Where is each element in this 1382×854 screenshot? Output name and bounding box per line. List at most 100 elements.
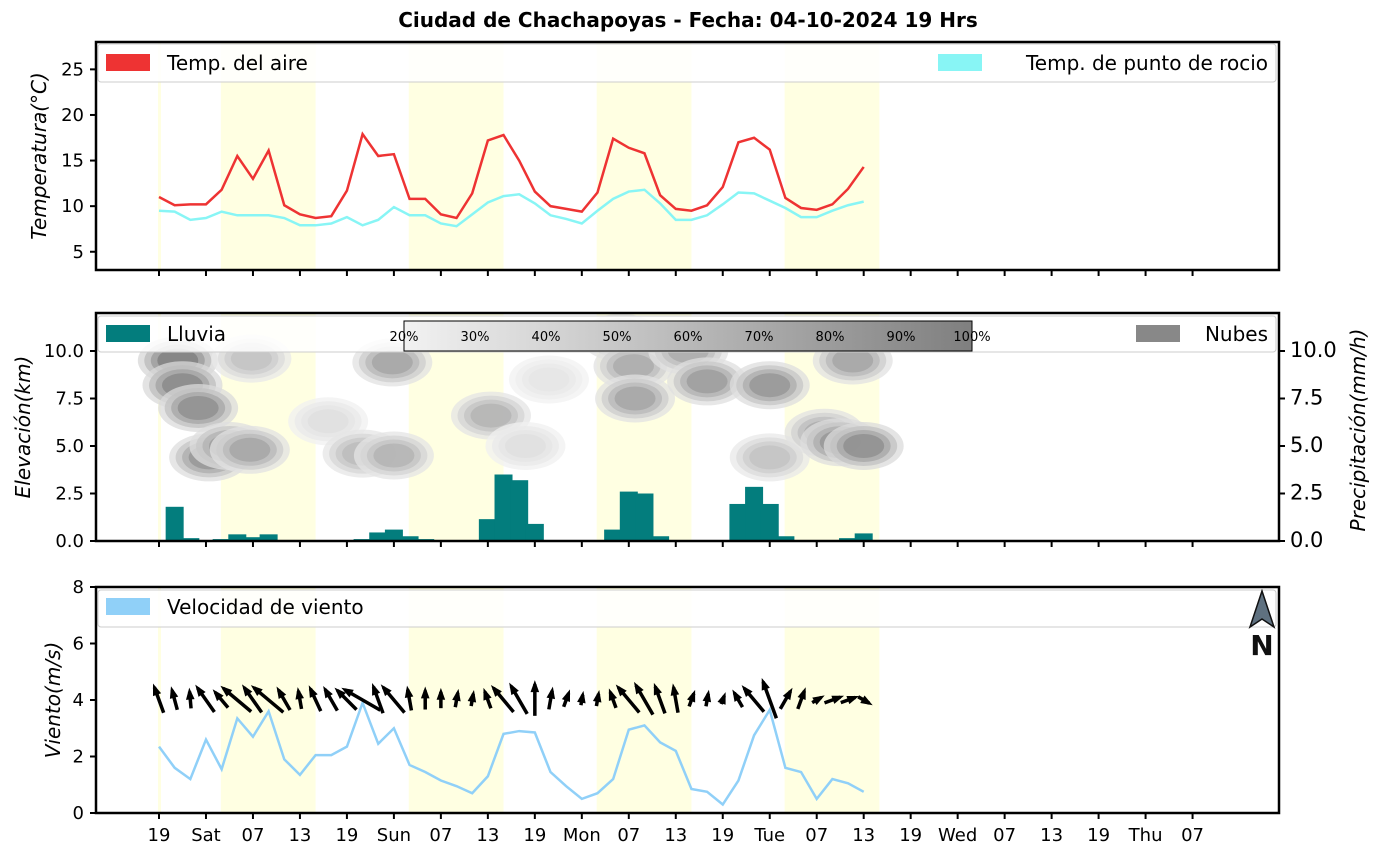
wind-arrow xyxy=(185,687,195,709)
wind-arrows xyxy=(152,677,873,719)
y-tick-label: 6 xyxy=(73,634,84,655)
x-tick-label: 07 xyxy=(242,825,265,846)
wind-arrow xyxy=(857,695,873,706)
colorbar-label: 20% xyxy=(390,330,419,345)
colorbar-label: 50% xyxy=(603,330,632,345)
wind-arrow xyxy=(169,686,179,711)
legend-swatch-clouds xyxy=(1136,325,1180,342)
y-tick-label: 7.5 xyxy=(1290,386,1323,410)
dew-point-line xyxy=(158,188,864,228)
x-tick-label: Tue xyxy=(753,825,785,846)
y-tick-label: 0 xyxy=(73,803,84,824)
rain-bar xyxy=(494,474,513,541)
legend-label-air-temp: Temp. del aire xyxy=(166,51,308,75)
rain-bar xyxy=(651,536,670,541)
cloud-contour xyxy=(528,367,570,392)
wind-arrow xyxy=(380,684,406,714)
wind-arrow xyxy=(778,687,793,710)
x-tick-label: 13 xyxy=(1040,825,1063,846)
wind-arrow xyxy=(490,684,515,714)
cloud-contour xyxy=(371,350,413,375)
x-tick-label: Sat xyxy=(191,825,221,846)
cloud-contour xyxy=(307,409,349,434)
x-tick-label: Sun xyxy=(377,825,411,846)
x-tick-label: 07 xyxy=(805,825,828,846)
wind-arrow xyxy=(195,684,216,714)
cloud-contour xyxy=(230,346,272,371)
colorbar-labels: 20% 30% 40% 50% 60% 70% 80% 90% 100% xyxy=(390,330,991,345)
rain-bar xyxy=(510,480,529,541)
cloud-contour xyxy=(504,434,546,458)
x-tick-label: Mon xyxy=(563,825,601,846)
x-tick-label: 13 xyxy=(288,825,311,846)
legend-label-rain: Lluvia xyxy=(167,322,226,346)
wind-arrow xyxy=(687,689,696,708)
cloud-contour xyxy=(686,369,728,394)
temperature-yticks: 5 10 15 20 25 xyxy=(61,59,96,263)
x-tick-label: 13 xyxy=(476,825,499,846)
rain-bar xyxy=(635,493,654,541)
legend-swatch-dew-point xyxy=(938,54,982,71)
legend-swatch-rain xyxy=(106,325,150,342)
wind-arrow xyxy=(761,677,779,719)
rain-bar xyxy=(259,534,278,541)
y-tick-label: 10.0 xyxy=(1290,338,1337,362)
colorbar-label: 40% xyxy=(532,330,561,345)
daylight-band xyxy=(158,313,161,541)
cloud-contour xyxy=(832,348,874,373)
y-tick-label: 10 xyxy=(61,196,84,217)
y-tick-label: 8 xyxy=(73,577,84,598)
wind-arrow xyxy=(741,685,766,713)
y-tick-label: 10.0 xyxy=(44,341,84,362)
rain-bar xyxy=(165,506,184,541)
wind-yticks: 0 2 4 6 8 xyxy=(73,577,96,824)
wind-arrow xyxy=(796,687,806,710)
rain-bar xyxy=(745,486,764,541)
precipitation-frame xyxy=(94,311,1281,543)
wind-series xyxy=(157,699,865,807)
y-tick-label: 2.5 xyxy=(55,484,84,505)
wind-arrow xyxy=(732,689,745,708)
colorbar-label: 70% xyxy=(745,330,774,345)
x-tick-label: 07 xyxy=(617,825,640,846)
x-tick-label: 07 xyxy=(993,825,1016,846)
wind-arrow xyxy=(276,686,292,711)
rain-bar xyxy=(854,533,873,541)
wind-arrow xyxy=(371,683,385,714)
rain-bar xyxy=(243,537,262,541)
legend-swatch-air-temp xyxy=(106,54,150,71)
wind-arrow xyxy=(334,687,358,711)
wind-arrow xyxy=(404,685,414,711)
wind-legend: Velocidad de viento xyxy=(97,589,1277,628)
rain-bar xyxy=(604,529,623,541)
y-tick-label: 20 xyxy=(61,105,84,126)
rain-bar xyxy=(525,523,544,541)
wind-arrow xyxy=(341,687,382,712)
north-arrow-icon xyxy=(1248,588,1276,629)
air-temp-line xyxy=(158,131,865,220)
rain-bar xyxy=(369,532,388,541)
y-tick-label: 5 xyxy=(73,242,84,263)
x-tick-label: 19 xyxy=(335,825,358,846)
wind-arrow xyxy=(546,686,556,710)
wind-speed-line xyxy=(157,699,865,807)
wind-arrow xyxy=(702,689,712,707)
y-tick-label: 15 xyxy=(61,151,84,172)
cloud-colorbar xyxy=(403,320,973,352)
north-arrow: N xyxy=(1248,588,1276,662)
colorbar-label: 100% xyxy=(953,330,990,345)
north-label: N xyxy=(1250,629,1273,662)
temperature-ylabel: Temperatura(°C) xyxy=(27,72,51,240)
x-tick-label: 19 xyxy=(1087,825,1110,846)
cloud-contour xyxy=(614,386,656,411)
cloud-contour xyxy=(749,373,791,398)
precipitation-panel: 0.0 2.5 5.0 7.5 10.0 0.0 2.5 5.0 7.5 10.0 Elevac… xyxy=(11,311,1370,552)
y-tick-label: 2 xyxy=(73,747,84,768)
colorbar-label: 60% xyxy=(674,330,703,345)
rain-bar xyxy=(619,491,638,541)
x-tick-label: 19 xyxy=(523,825,546,846)
wind-arrow xyxy=(615,684,641,714)
x-tick-label: 07 xyxy=(1181,825,1204,846)
wind-arrow xyxy=(717,692,726,705)
